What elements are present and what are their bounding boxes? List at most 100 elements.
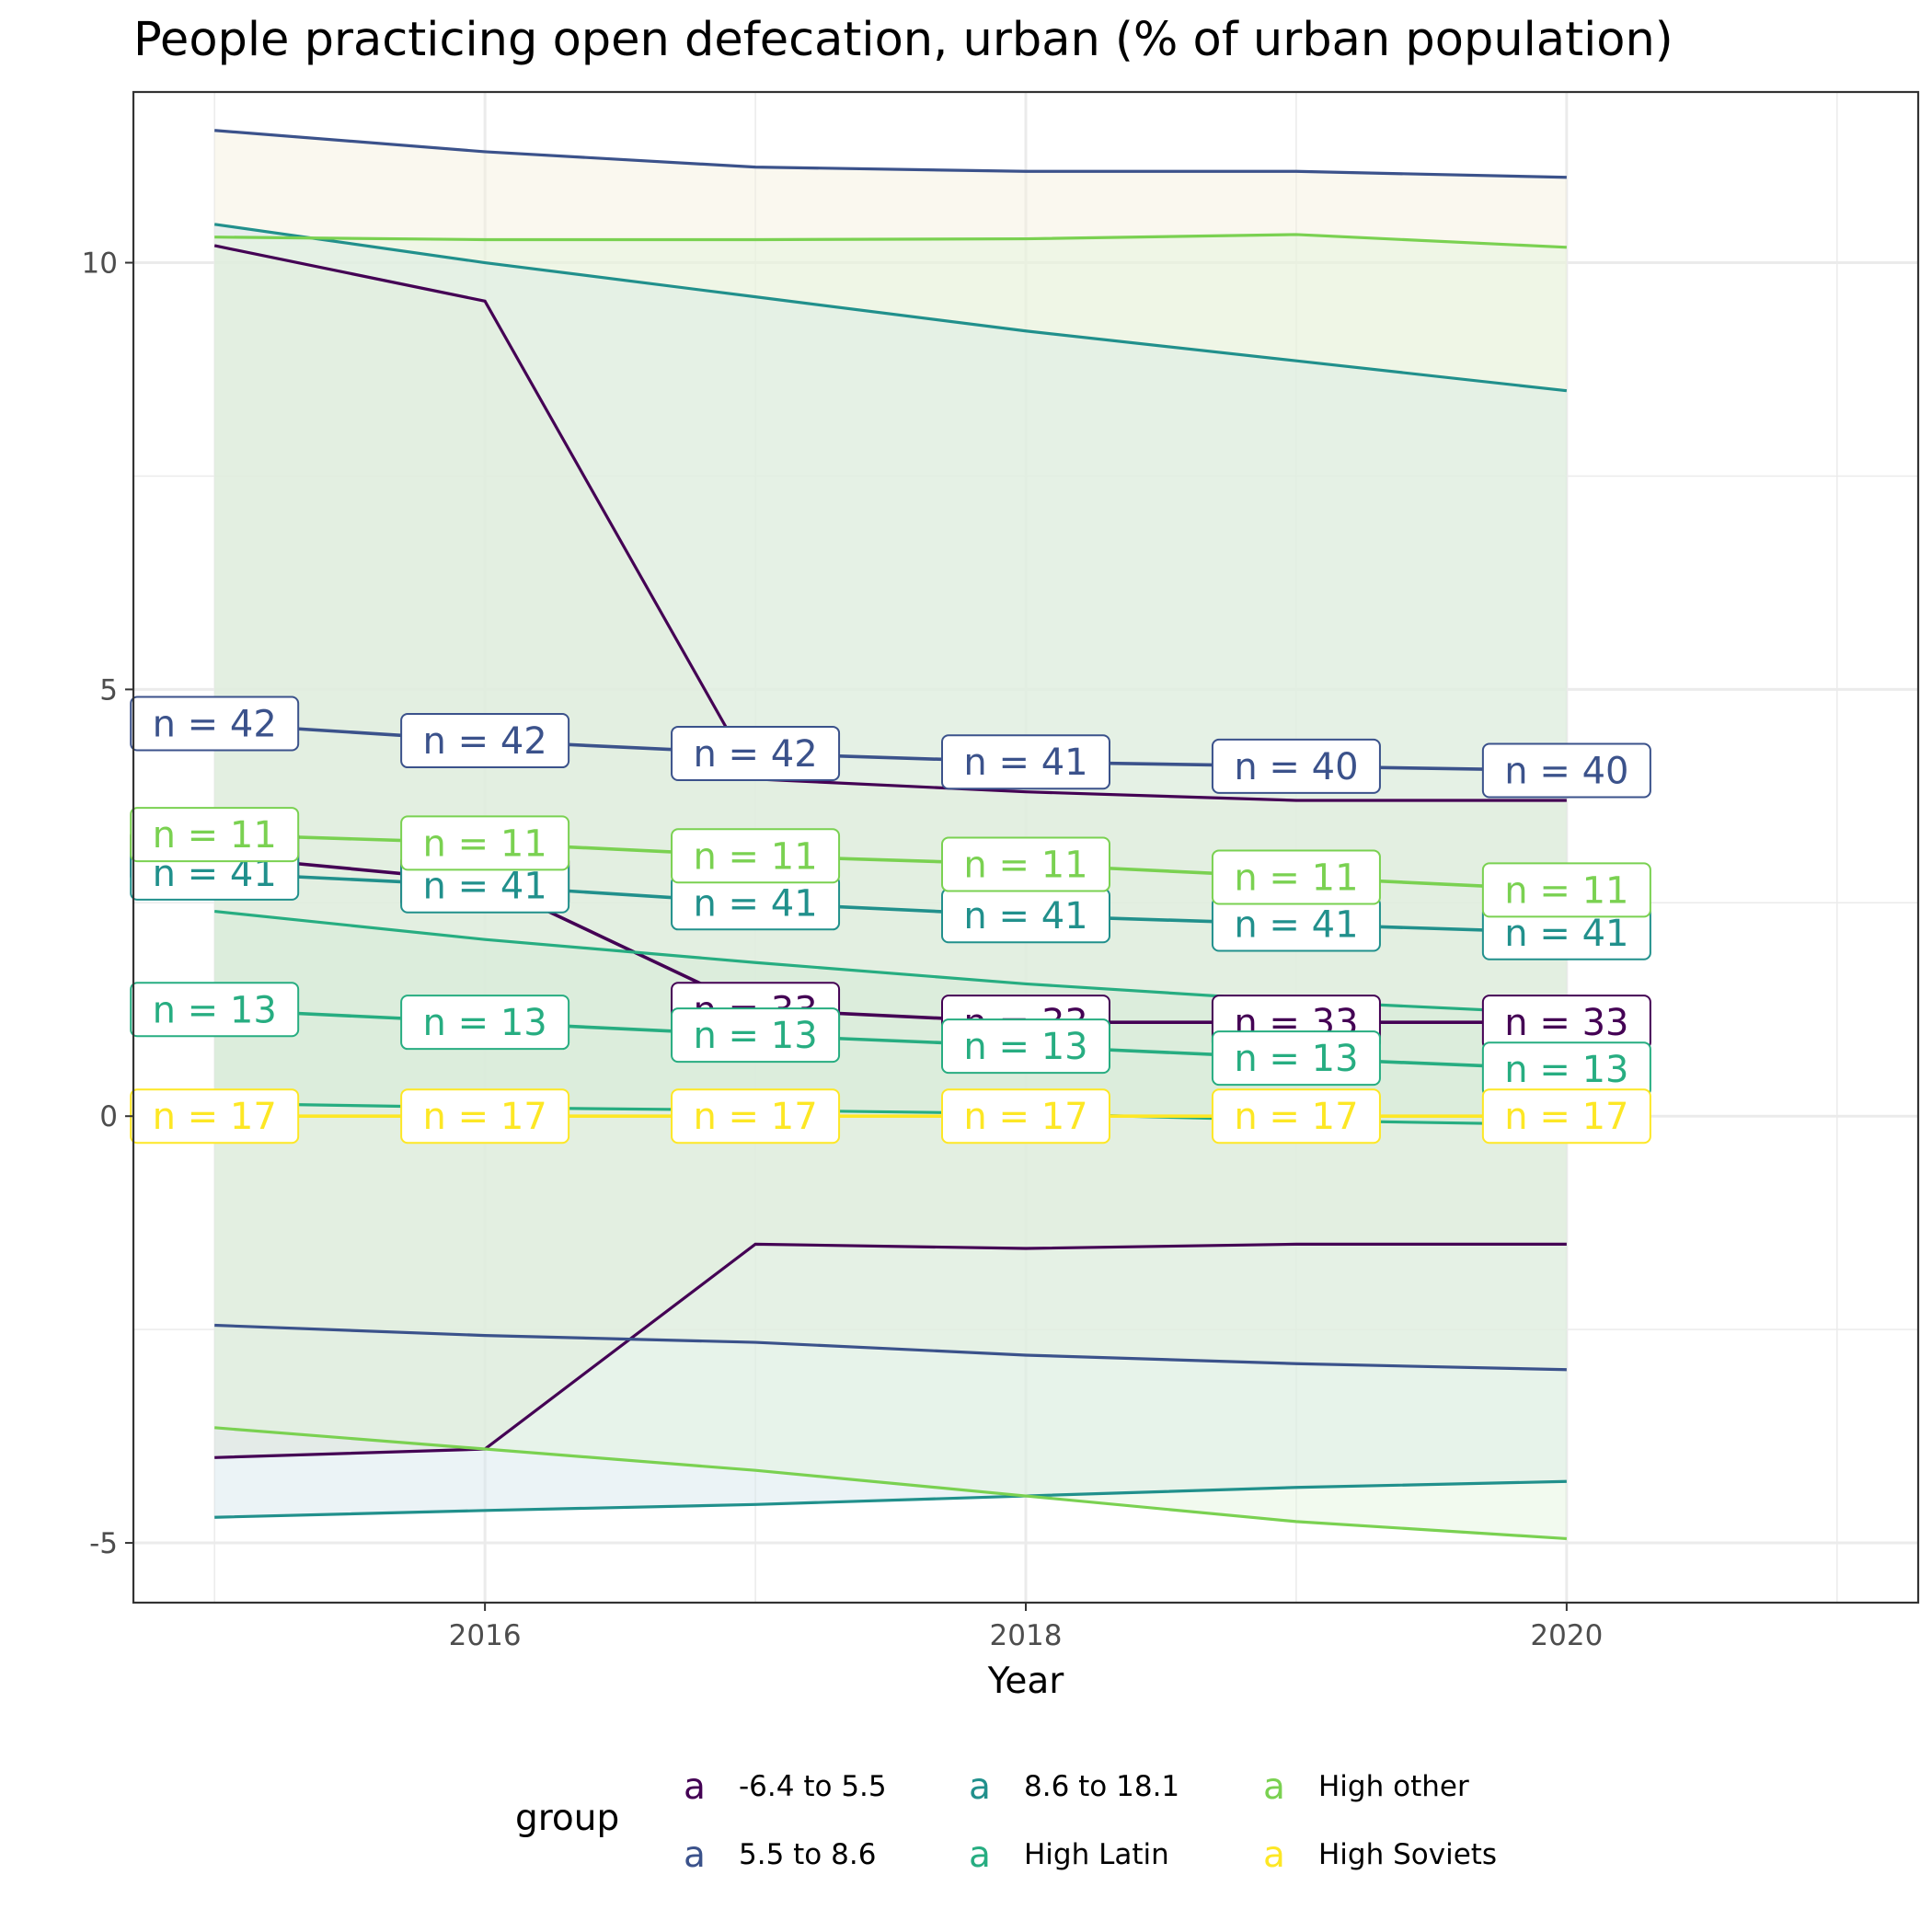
count-label: n = 17 <box>941 1088 1110 1144</box>
ribbon <box>214 245 1567 1458</box>
count-label-text: n = 41 <box>963 742 1087 784</box>
count-label-box <box>130 696 300 752</box>
count-label-text: n = 40 <box>1504 751 1628 793</box>
legend-key: a <box>969 1765 991 1808</box>
ribbon-lower-line <box>214 1426 1567 1541</box>
count-label-text: n = 13 <box>1504 1049 1628 1091</box>
count-label-box <box>400 713 570 769</box>
legend-label: 8.6 to 18.1 <box>1024 1770 1180 1803</box>
count-label-text: n = 11 <box>423 822 547 865</box>
y-tick-label: 10 <box>82 247 118 281</box>
ribbon <box>214 224 1567 1518</box>
legend-key: a <box>684 1834 706 1876</box>
data-labels: n = 33n = 33n = 33n = 33n = 33n = 33n = … <box>130 696 1651 1144</box>
count-label-text: n = 41 <box>693 882 817 925</box>
count-label-text: n = 11 <box>1504 869 1628 912</box>
count-label: n = 41 <box>671 875 841 931</box>
legend-item: a High Latin <box>952 1833 1169 1877</box>
count-label: n = 13 <box>130 982 300 1038</box>
count-label: n = 11 <box>1481 862 1651 918</box>
count-label: n = 41 <box>941 734 1110 790</box>
legend-label: High Soviets <box>1318 1838 1498 1871</box>
x-tick-label: 2016 <box>449 1619 522 1652</box>
count-label: n = 17 <box>400 1088 570 1144</box>
count-label-text: n = 17 <box>963 1096 1087 1138</box>
count-label-text: n = 42 <box>153 703 277 745</box>
x-axis-title: Year <box>987 1661 1065 1702</box>
axes: -5 0 5 10 2016 2018 2020 <box>82 247 1604 1652</box>
count-label-box <box>1211 738 1381 794</box>
count-label-box <box>671 725 841 781</box>
count-label: n = 17 <box>1211 1088 1381 1144</box>
y-tick-label: 0 <box>99 1100 118 1133</box>
count-label: n = 42 <box>400 713 570 769</box>
count-label: n = 17 <box>671 1088 841 1144</box>
chart-title: People practicing open defecation, urban… <box>133 13 1673 67</box>
x-tick-label: 2018 <box>990 1619 1063 1652</box>
count-label-text: n = 41 <box>1504 913 1628 955</box>
count-label-text: n = 17 <box>1234 1096 1358 1138</box>
count-label-box <box>130 982 300 1038</box>
ribbon-upper-line <box>214 233 1567 249</box>
ribbon <box>214 234 1567 1539</box>
count-label-box <box>1211 849 1381 905</box>
count-label-text: n = 41 <box>963 895 1087 937</box>
legend-key: a <box>1263 1765 1285 1808</box>
count-label-box <box>1211 1030 1381 1087</box>
count-label: n = 41 <box>400 857 570 914</box>
count-label-text: n = 17 <box>693 1096 817 1138</box>
legend-key: a <box>684 1765 706 1808</box>
count-label-box <box>400 815 570 871</box>
count-label-text: n = 41 <box>423 866 547 908</box>
count-label-box <box>130 807 300 863</box>
ribbon-lower-line <box>214 1479 1567 1519</box>
legend: group a -6.4 to 5.5 a 5.5 to 8.6 a 8.6 to 18.… <box>515 1765 1619 1893</box>
count-label-box <box>1481 1088 1651 1144</box>
legend-key: a <box>969 1834 991 1876</box>
count-label-box <box>400 995 570 1051</box>
count-label: n = 11 <box>130 807 300 863</box>
y-tick-label: -5 <box>89 1527 118 1560</box>
count-label: n = 41 <box>1481 904 1651 960</box>
count-label-box <box>1481 862 1651 918</box>
count-label-text: n = 11 <box>153 814 277 857</box>
count-label-box <box>671 828 841 884</box>
count-label-text: n = 42 <box>423 720 547 763</box>
count-label: n = 13 <box>1481 1041 1651 1098</box>
legend-label: High Latin <box>1024 1838 1169 1871</box>
count-label-box <box>400 1088 570 1144</box>
y-tick-label: 5 <box>99 673 118 707</box>
ribbon-lower-line <box>214 1323 1567 1372</box>
count-label-box <box>671 1088 841 1144</box>
count-label: n = 13 <box>671 1007 841 1064</box>
count-label-text: n = 11 <box>963 845 1087 887</box>
count-label-text: n = 17 <box>153 1096 277 1138</box>
count-label-text: n = 13 <box>1234 1038 1358 1080</box>
count-label: n = 41 <box>941 888 1110 944</box>
count-label-text: n = 40 <box>1234 746 1358 788</box>
legend-item: a High other <box>1247 1765 1469 1809</box>
count-label: n = 40 <box>1481 742 1651 799</box>
legend-item: a 8.6 to 18.1 <box>952 1765 1179 1809</box>
count-label-text: n = 42 <box>693 733 817 776</box>
count-label: n = 42 <box>671 725 841 781</box>
legend-label: High other <box>1318 1770 1469 1803</box>
count-label: n = 11 <box>671 828 841 884</box>
ribbon-lower-line <box>214 1242 1567 1459</box>
legend-title: group <box>515 1798 620 1839</box>
count-label: n = 33 <box>1481 995 1651 1051</box>
legend-label: -6.4 to 5.5 <box>739 1770 887 1803</box>
count-label: n = 13 <box>400 995 570 1051</box>
count-label-text: n = 13 <box>423 1002 547 1044</box>
count-label: n = 11 <box>400 815 570 871</box>
ribbon-upper-line <box>213 244 1567 802</box>
ribbon-upper-line <box>214 129 1567 179</box>
legend-label: 5.5 to 8.6 <box>739 1838 877 1871</box>
count-label: n = 40 <box>1211 738 1381 794</box>
count-label: n = 42 <box>130 696 300 752</box>
legend-item: a -6.4 to 5.5 <box>667 1765 887 1809</box>
count-label-text: n = 13 <box>153 989 277 1031</box>
count-label: n = 41 <box>1211 896 1381 952</box>
count-label-box <box>1211 1088 1381 1144</box>
legend-key: a <box>1263 1834 1285 1876</box>
